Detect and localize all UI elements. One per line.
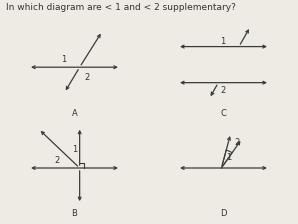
- Text: C: C: [221, 109, 226, 118]
- Text: 2: 2: [235, 138, 240, 147]
- Text: In which diagram are < 1 and < 2 supplementary?: In which diagram are < 1 and < 2 supplem…: [6, 3, 236, 12]
- Text: 1: 1: [226, 153, 232, 162]
- Text: 1: 1: [72, 144, 78, 153]
- Text: 2: 2: [85, 73, 90, 82]
- Text: 2: 2: [221, 86, 226, 95]
- Text: A: A: [72, 109, 77, 118]
- Text: B: B: [72, 209, 77, 218]
- Text: D: D: [220, 209, 227, 218]
- Text: 1: 1: [221, 37, 226, 45]
- Text: 1: 1: [61, 55, 66, 64]
- Text: 2: 2: [54, 156, 59, 165]
